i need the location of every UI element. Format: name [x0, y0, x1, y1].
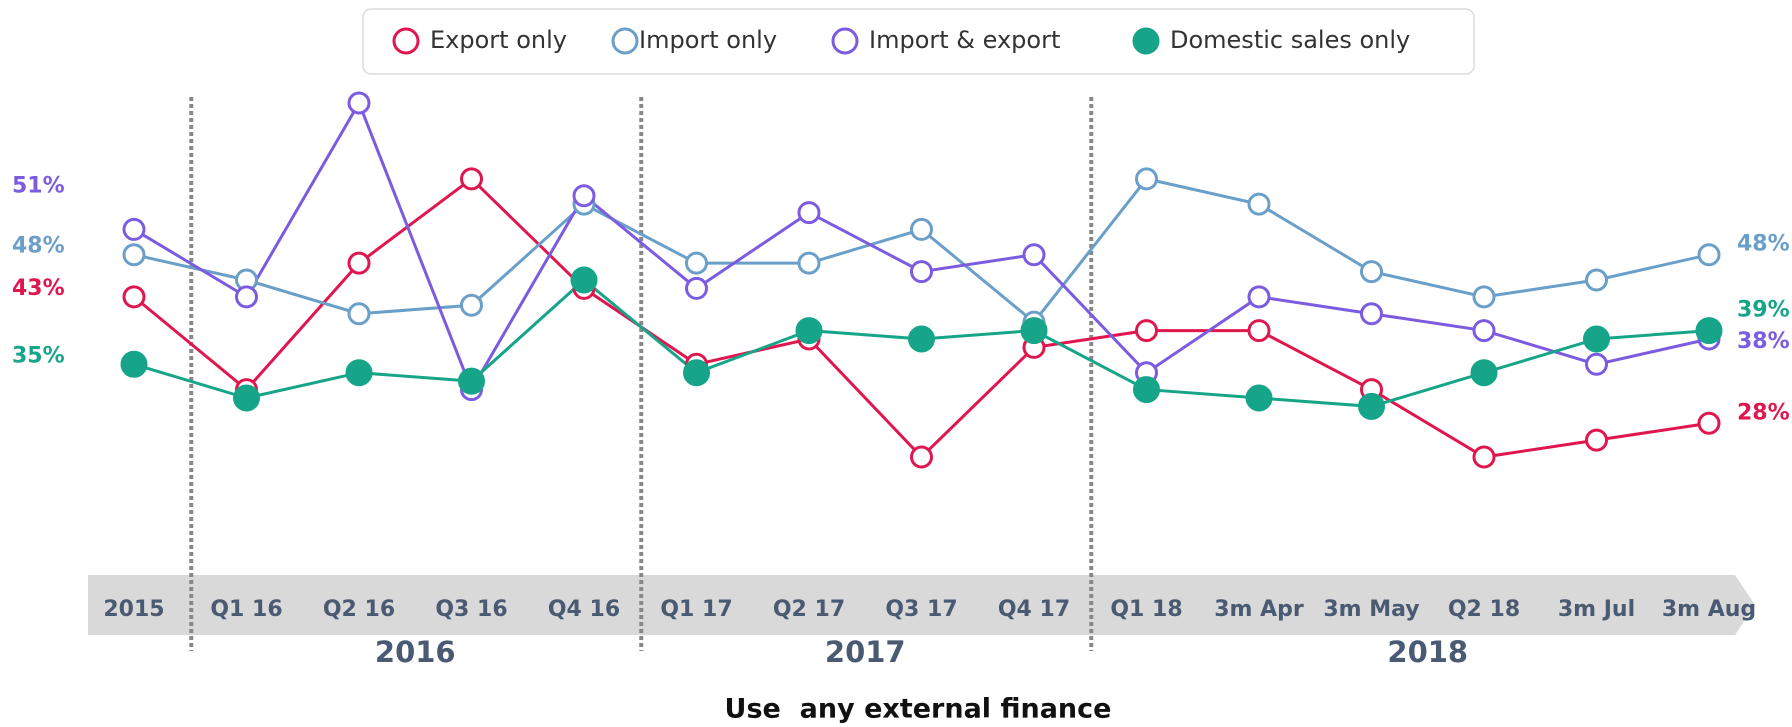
- point: [795, 317, 823, 345]
- point: [1585, 268, 1608, 292]
- x-tick-label: 3m Aug: [1662, 597, 1756, 622]
- series-line: [133, 177, 1710, 325]
- value-label: 48%: [1737, 232, 1790, 257]
- point: [570, 266, 598, 294]
- point: [122, 217, 146, 241]
- value-label: 28%: [1737, 400, 1790, 425]
- point: [1360, 260, 1383, 284]
- point: [347, 302, 371, 326]
- point: [233, 384, 260, 412]
- point: [1247, 319, 1271, 343]
- point: [1585, 428, 1608, 452]
- value-label: 51%: [12, 173, 65, 198]
- x-tick-label: Q1 18: [1110, 597, 1182, 622]
- point: [910, 260, 933, 284]
- point: [345, 359, 373, 387]
- chart-title: Use any external finance: [725, 694, 1112, 725]
- point: [1358, 392, 1385, 420]
- point: [458, 367, 485, 395]
- point: [120, 350, 148, 378]
- value-label: 35%: [12, 343, 65, 368]
- legend-label: Domestic sales only: [1170, 26, 1410, 54]
- point: [572, 184, 596, 208]
- point: [460, 293, 483, 317]
- point: [1695, 317, 1723, 345]
- point: [1472, 319, 1496, 343]
- legend-label: Export only: [430, 26, 567, 54]
- point: [1470, 359, 1498, 387]
- point: [1583, 325, 1610, 353]
- x-tick-label: Q1 16: [210, 597, 282, 622]
- x-tick-label: 3m May: [1323, 597, 1419, 622]
- value-label: 48%: [12, 234, 65, 259]
- legend-marker: [392, 27, 420, 55]
- x-tick-label: Q2 16: [323, 597, 395, 622]
- point: [908, 325, 935, 353]
- point: [1697, 411, 1721, 435]
- x-tick-label: 3m Apr: [1214, 597, 1304, 622]
- point: [1020, 317, 1048, 345]
- legend-marker: [831, 27, 859, 55]
- legend-box: [362, 8, 1475, 75]
- point: [685, 251, 708, 275]
- point: [1022, 243, 1046, 267]
- point: [1245, 384, 1273, 412]
- legend-marker: [611, 27, 639, 55]
- point: [1585, 352, 1608, 376]
- point: [797, 201, 821, 225]
- point: [910, 445, 933, 469]
- group-label: 2017: [825, 635, 906, 669]
- value-label: 38%: [1737, 329, 1790, 354]
- point: [1135, 167, 1158, 191]
- point: [347, 251, 371, 275]
- point: [1247, 192, 1271, 216]
- point: [1360, 302, 1383, 326]
- x-tick-label: 2015: [103, 597, 164, 622]
- group-label: 2016: [375, 635, 456, 669]
- point: [1247, 285, 1271, 309]
- group-label: 2018: [1387, 635, 1468, 669]
- point: [1472, 285, 1496, 309]
- point: [122, 243, 146, 267]
- x-tick-label: Q3 16: [435, 597, 507, 622]
- value-label: 43%: [12, 276, 65, 301]
- point: [1135, 319, 1158, 343]
- x-tick-label: Q2 17: [773, 597, 845, 622]
- legend-label: Import only: [639, 26, 777, 54]
- point: [797, 251, 821, 275]
- point: [1697, 243, 1721, 267]
- x-tick-label: Q3 17: [885, 597, 957, 622]
- point: [235, 285, 258, 309]
- x-tick-label: 3m Jul: [1558, 597, 1635, 622]
- point: [683, 359, 710, 387]
- x-tick-label: Q4 16: [548, 597, 620, 622]
- legend-marker: [1132, 27, 1160, 55]
- point: [1472, 445, 1496, 469]
- axis-band: [88, 575, 1755, 635]
- x-tick-label: Q1 17: [660, 597, 732, 622]
- point: [122, 285, 146, 309]
- legend-label: Import & export: [869, 26, 1060, 54]
- x-tick-label: Q2 18: [1448, 597, 1520, 622]
- point: [460, 167, 483, 191]
- x-tick-label: Q4 17: [998, 597, 1070, 622]
- point: [685, 276, 708, 300]
- point: [347, 91, 371, 115]
- value-label: 39%: [1737, 298, 1790, 323]
- point: [1133, 376, 1160, 404]
- point: [910, 217, 933, 241]
